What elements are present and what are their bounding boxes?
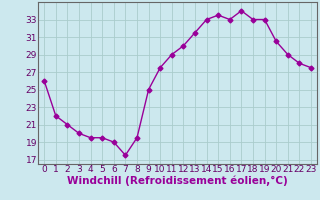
X-axis label: Windchill (Refroidissement éolien,°C): Windchill (Refroidissement éolien,°C) xyxy=(67,176,288,186)
